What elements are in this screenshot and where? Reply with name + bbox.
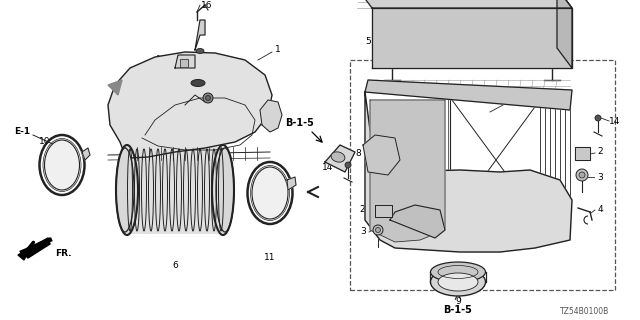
Text: 4: 4 (597, 205, 603, 214)
Ellipse shape (45, 140, 79, 190)
Text: 14: 14 (323, 163, 333, 172)
Text: 16: 16 (201, 1, 212, 10)
Polygon shape (108, 52, 272, 158)
Polygon shape (108, 80, 122, 95)
Text: 1: 1 (500, 95, 506, 105)
Text: 15: 15 (188, 98, 199, 107)
Circle shape (205, 95, 211, 100)
Text: 1: 1 (275, 45, 281, 54)
Circle shape (373, 225, 383, 235)
Text: 2: 2 (597, 148, 603, 156)
Text: B-1-5: B-1-5 (444, 305, 472, 315)
Polygon shape (363, 135, 400, 175)
Text: 14: 14 (609, 116, 621, 125)
Ellipse shape (116, 148, 134, 232)
Circle shape (576, 169, 588, 181)
Polygon shape (82, 148, 90, 160)
Polygon shape (575, 147, 590, 160)
Ellipse shape (216, 148, 234, 232)
Text: 10: 10 (39, 138, 51, 147)
Polygon shape (390, 205, 445, 238)
Polygon shape (325, 145, 355, 172)
Text: 3: 3 (360, 228, 366, 236)
Polygon shape (287, 177, 296, 190)
Text: 11: 11 (264, 253, 276, 262)
Text: B-1-5: B-1-5 (285, 118, 314, 128)
Polygon shape (22, 238, 50, 258)
Text: 8: 8 (355, 148, 361, 157)
Polygon shape (357, 0, 572, 8)
Polygon shape (370, 100, 445, 242)
Text: 7: 7 (412, 163, 418, 172)
Text: 3: 3 (597, 172, 603, 181)
Polygon shape (180, 59, 188, 67)
Text: 2: 2 (359, 205, 365, 214)
Polygon shape (365, 80, 572, 110)
Text: TZ54B0100B: TZ54B0100B (561, 308, 610, 316)
Text: FR.: FR. (55, 249, 72, 258)
Polygon shape (18, 248, 30, 260)
Polygon shape (365, 92, 572, 252)
Ellipse shape (252, 167, 288, 219)
Polygon shape (557, 0, 572, 68)
Polygon shape (372, 8, 572, 68)
Ellipse shape (191, 79, 205, 86)
Circle shape (203, 93, 213, 103)
Text: 9: 9 (455, 298, 461, 307)
Ellipse shape (196, 49, 204, 53)
Ellipse shape (431, 268, 486, 296)
Polygon shape (175, 55, 195, 68)
Text: 6: 6 (172, 260, 178, 269)
Text: E-8: E-8 (202, 103, 218, 113)
Bar (350, 60, 615, 290)
Text: 13: 13 (172, 83, 184, 92)
Circle shape (345, 162, 351, 168)
Polygon shape (260, 100, 282, 132)
Text: E-1: E-1 (14, 127, 30, 137)
Circle shape (376, 228, 381, 233)
Text: 5: 5 (365, 37, 371, 46)
Polygon shape (375, 205, 392, 217)
Circle shape (579, 172, 585, 178)
Polygon shape (195, 20, 205, 50)
Circle shape (595, 115, 601, 121)
Ellipse shape (331, 152, 345, 162)
Ellipse shape (438, 273, 478, 291)
Text: 12: 12 (156, 55, 168, 65)
Ellipse shape (431, 262, 486, 282)
